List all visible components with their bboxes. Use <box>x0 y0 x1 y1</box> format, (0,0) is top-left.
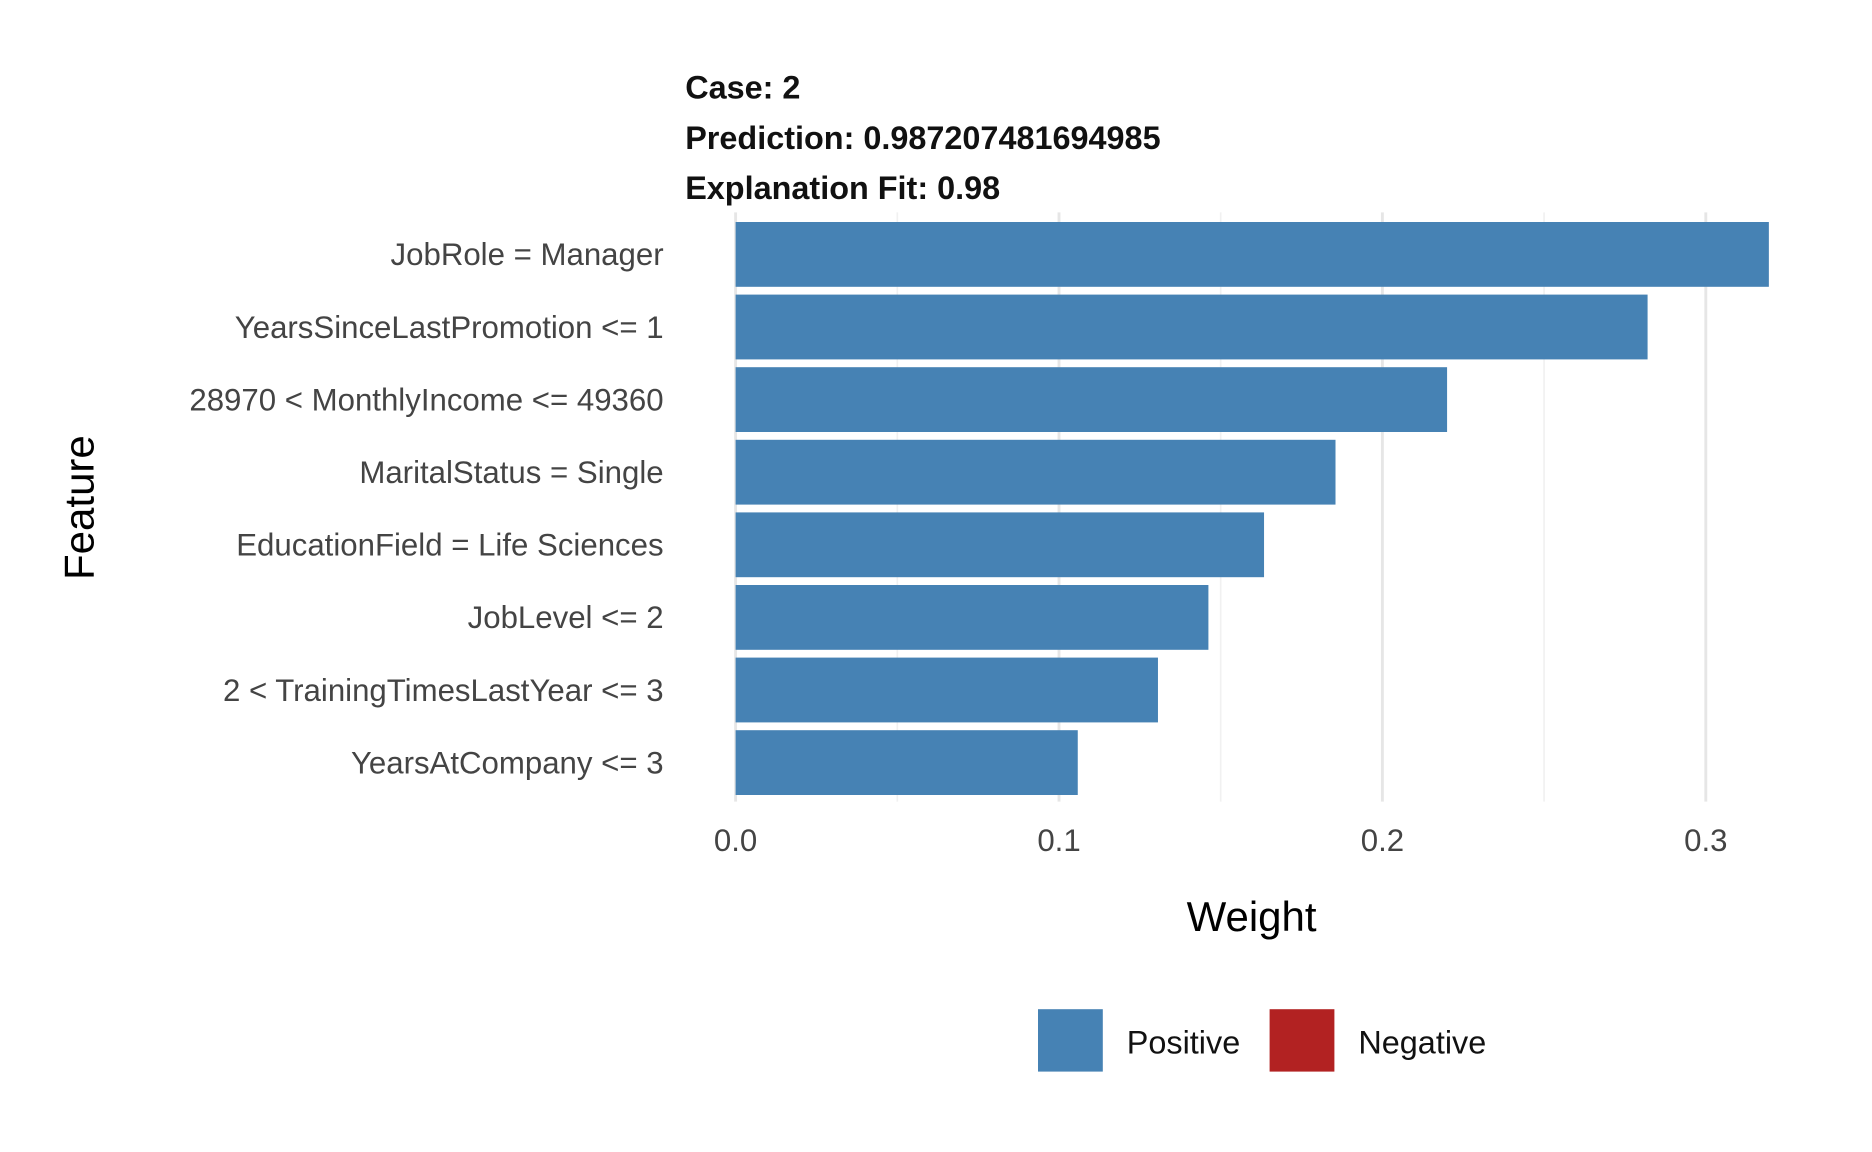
x-tick-label: 0.1 <box>1037 823 1080 858</box>
bars <box>735 222 1769 795</box>
x-axis-title: Weight <box>1187 893 1317 940</box>
x-tick-labels: 0.0 0.1 0.2 0.3 <box>714 823 1728 858</box>
legend-swatch-positive <box>1038 1009 1103 1072</box>
legend-label-positive: Positive <box>1127 1025 1240 1061</box>
bar <box>735 294 1648 360</box>
title-line-prediction: Prediction: 0.987207481694985 <box>685 120 1160 156</box>
y-tick-label: MaritalStatus = Single <box>359 455 663 490</box>
x-tick-label: 0.2 <box>1361 823 1404 858</box>
bar <box>735 512 1265 578</box>
y-tick-label: 2 < TrainingTimesLastYear <= 3 <box>223 673 664 708</box>
bar <box>735 367 1448 432</box>
legend: Positive Negative <box>1038 1009 1486 1072</box>
legend-swatch-negative <box>1269 1009 1335 1072</box>
bar <box>735 222 1769 287</box>
bar <box>735 439 1336 505</box>
y-tick-label: 28970 < MonthlyIncome <= 49360 <box>189 382 663 417</box>
bar <box>735 730 1078 795</box>
y-tick-label: JobLevel <= 2 <box>468 600 664 635</box>
title-line-fit: Explanation Fit: 0.98 <box>685 170 1000 206</box>
x-tick-label: 0.0 <box>714 823 757 858</box>
title-line-case: Case: 2 <box>685 69 800 105</box>
y-tick-label: YearsAtCompany <= 3 <box>351 745 664 780</box>
bar <box>735 585 1209 650</box>
legend-label-negative: Negative <box>1358 1025 1486 1061</box>
y-tick-label: JobRole = Manager <box>391 237 664 272</box>
x-tick-label: 0.3 <box>1684 823 1727 858</box>
y-axis-title: Feature <box>56 435 103 580</box>
bar <box>735 657 1158 723</box>
y-tick-label: EducationField = Life Sciences <box>236 528 663 563</box>
y-tick-label: YearsSinceLastPromotion <= 1 <box>235 310 664 345</box>
y-tick-labels: JobRole = Manager YearsSinceLastPromotion… <box>189 237 663 780</box>
